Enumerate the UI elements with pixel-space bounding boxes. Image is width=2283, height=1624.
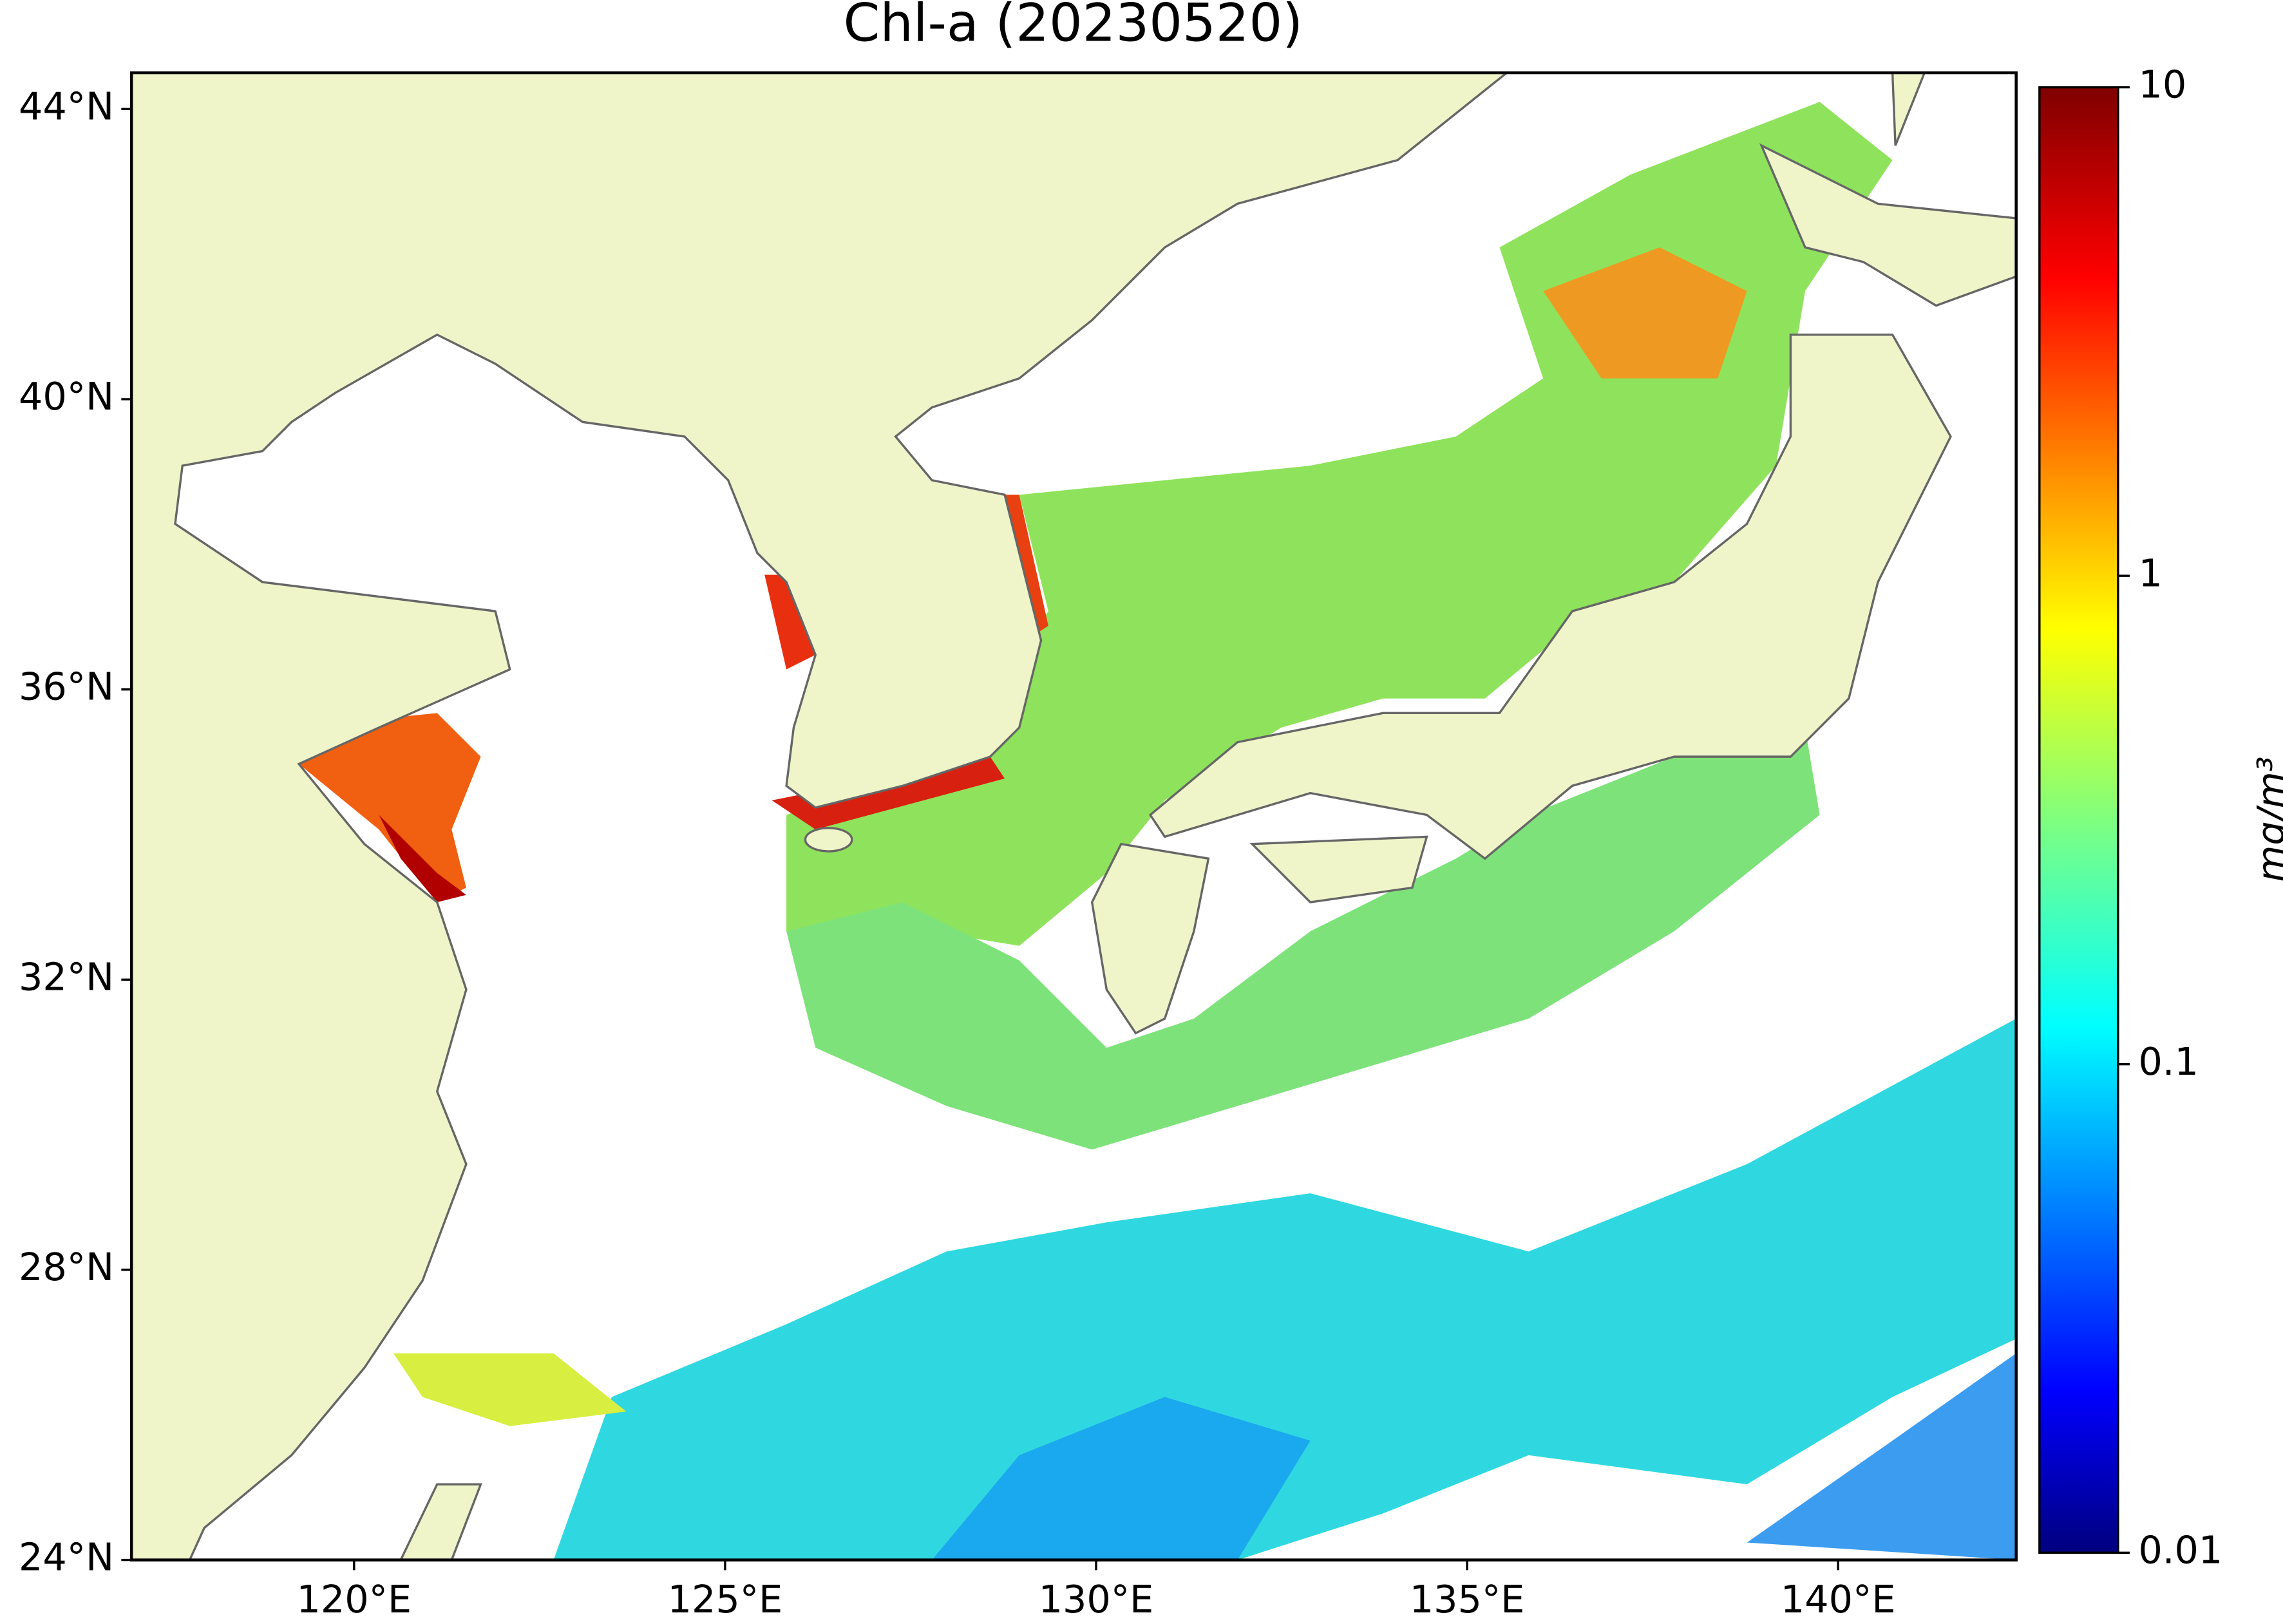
pacific-very-low bbox=[1747, 1353, 2016, 1560]
x-tick-label: 125°E bbox=[668, 1577, 783, 1621]
shikoku bbox=[1249, 835, 1428, 903]
x-tick-label: 140°E bbox=[1781, 1577, 1896, 1621]
colorbar-tick-label: 0.1 bbox=[2139, 1039, 2199, 1084]
x-tick-label: 135°E bbox=[1410, 1577, 1525, 1621]
shelf-sea bbox=[786, 727, 1820, 1150]
sakhalin bbox=[1891, 72, 1926, 146]
y-tick-label: 28°N bbox=[19, 1245, 114, 1289]
map-frame bbox=[129, 71, 2018, 1562]
kyushu bbox=[1090, 842, 1210, 1035]
y-tick-label: 40°N bbox=[19, 374, 114, 419]
coastal-sea bbox=[393, 1353, 627, 1426]
y-tick-label: 24°N bbox=[19, 1535, 114, 1580]
pacific-very-low bbox=[932, 1397, 1311, 1560]
pacific-low bbox=[553, 1018, 2016, 1560]
jeju bbox=[804, 827, 853, 853]
x-tick-label: 120°E bbox=[296, 1577, 412, 1621]
bloom bbox=[772, 757, 1005, 830]
mainland bbox=[131, 72, 1509, 1560]
colorbar-label: mg/m³ bbox=[2249, 757, 2283, 882]
colorbar bbox=[2038, 86, 2119, 1554]
honshu bbox=[1148, 334, 1952, 860]
taiwan bbox=[399, 1483, 482, 1560]
bloom bbox=[1543, 247, 1747, 379]
title: Chl-a (20230520) bbox=[844, 0, 1303, 53]
x-tick-label: 130°E bbox=[1039, 1577, 1154, 1621]
colorbar-tick-label: 10 bbox=[2139, 62, 2187, 107]
bloom bbox=[299, 713, 481, 903]
y-tick-label: 36°N bbox=[19, 665, 114, 709]
y-tick-label: 44°N bbox=[19, 84, 114, 128]
land bbox=[131, 72, 2016, 1560]
colorbar-tick-label: 0.01 bbox=[2139, 1527, 2223, 1572]
colorbar-tick-label: 1 bbox=[2139, 551, 2163, 595]
y-tick-label: 32°N bbox=[19, 954, 114, 999]
map-field bbox=[131, 72, 2016, 1560]
hokkaido bbox=[1759, 143, 2016, 307]
